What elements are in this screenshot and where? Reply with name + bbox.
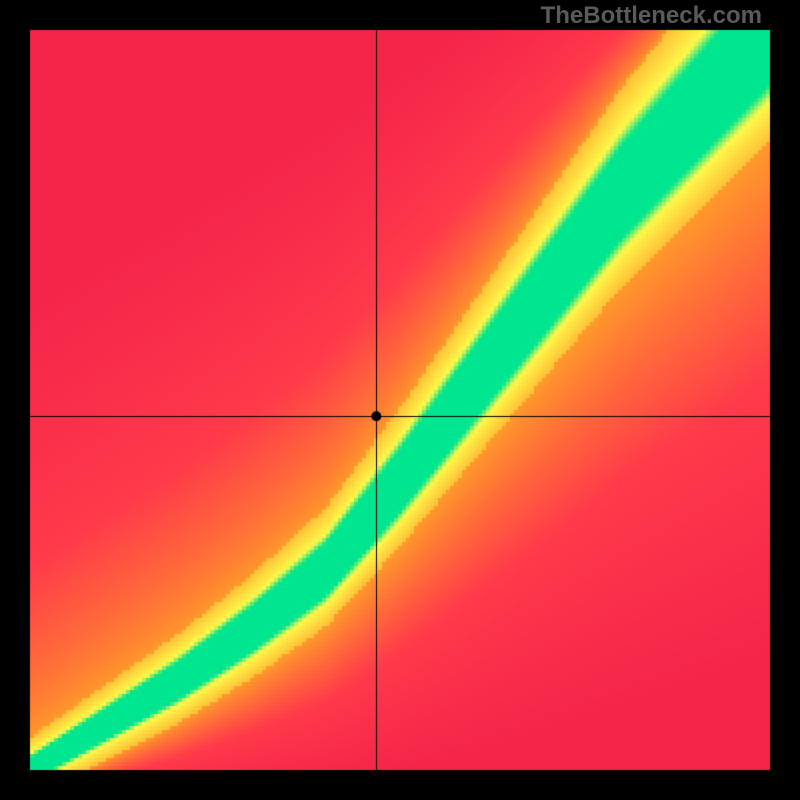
watermark-text: TheBottleneck.com (541, 2, 762, 30)
chart-container: TheBottleneck.com (0, 0, 800, 800)
heatmap-canvas (0, 0, 800, 800)
